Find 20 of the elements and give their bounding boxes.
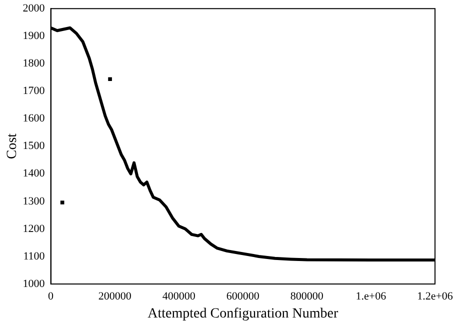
y-axis-title: Cost (5, 133, 20, 160)
y-tick-label: 1100 (23, 250, 46, 262)
y-tick-label: 2000 (22, 2, 46, 14)
x-tick-label: 600000 (226, 290, 260, 302)
y-tick-label: 1900 (22, 30, 46, 42)
x-axis-title: Attempted Configuration Number (148, 306, 338, 322)
y-tick-label: 1500 (22, 140, 46, 152)
y-tick-label: 1400 (22, 168, 46, 180)
y-tick-label: 1300 (22, 195, 46, 208)
x-tick-label: 0 (48, 290, 54, 302)
x-tick-label: 400000 (162, 290, 196, 302)
y-tick-label: 1000 (22, 278, 46, 290)
y-tick-label: 1700 (22, 85, 46, 98)
x-tick-label: 1.e+06 (356, 290, 387, 302)
y-tick-label: 1600 (22, 112, 46, 125)
x-tick-label: 800000 (290, 290, 324, 302)
x-tick-label: 1.2e+06 (417, 290, 454, 302)
y-tick-label: 1800 (22, 58, 46, 70)
y-tick-label: 1200 (22, 222, 46, 235)
x-tick-label: 200000 (98, 290, 132, 302)
